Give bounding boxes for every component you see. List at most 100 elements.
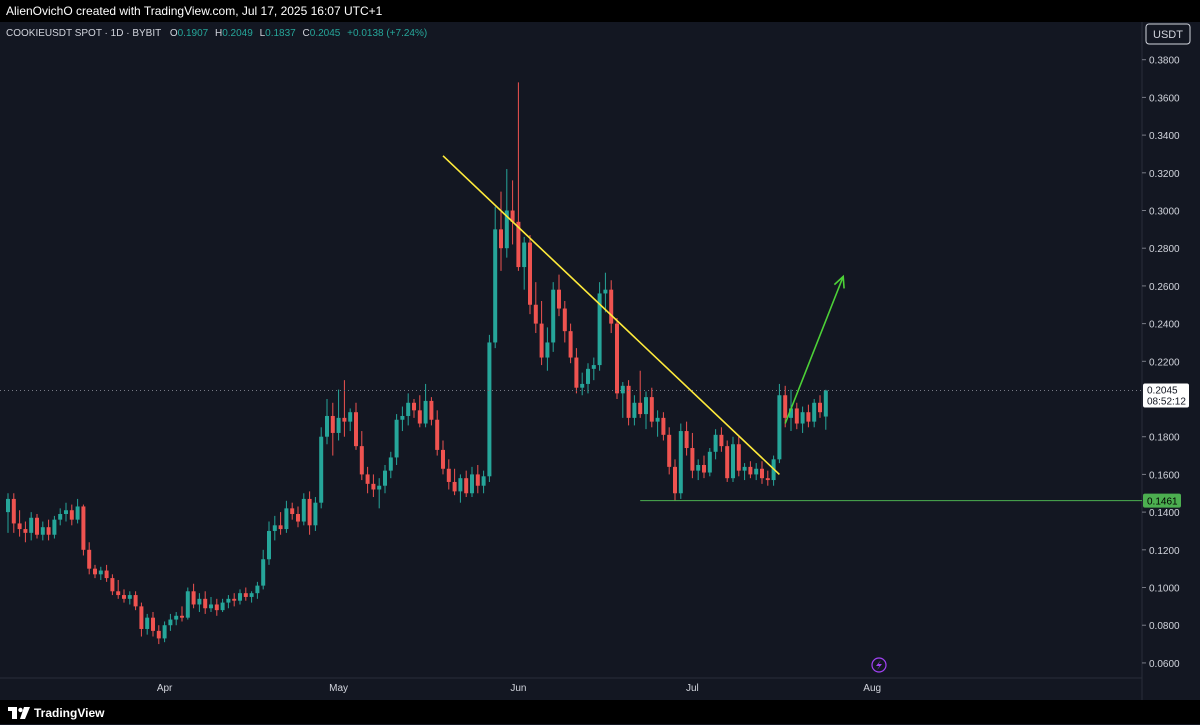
candle-body bbox=[580, 383, 585, 388]
candle bbox=[197, 593, 202, 613]
attribution-text: AlienOvichO created with TradingView.com… bbox=[6, 4, 383, 18]
candle bbox=[162, 621, 167, 643]
candle-body bbox=[446, 468, 451, 482]
candle bbox=[748, 461, 753, 479]
candle-body bbox=[110, 578, 115, 592]
candle-body bbox=[539, 323, 544, 358]
candle-body bbox=[516, 221, 521, 268]
candle bbox=[40, 521, 45, 541]
candle-body bbox=[615, 323, 619, 394]
candle bbox=[243, 587, 248, 601]
last-price-value: 0.2045 bbox=[1147, 386, 1178, 397]
candle-body bbox=[284, 508, 289, 530]
candle bbox=[400, 406, 405, 432]
candle bbox=[551, 282, 556, 352]
candle-body bbox=[336, 417, 341, 433]
price-tick-label: 0.1800 bbox=[1149, 433, 1180, 444]
candle-body bbox=[655, 417, 660, 422]
price-tick-label: 0.0800 bbox=[1149, 621, 1180, 632]
candle-body bbox=[487, 342, 492, 477]
candle bbox=[104, 564, 109, 582]
candle-body bbox=[504, 210, 509, 249]
candle-body bbox=[667, 434, 672, 467]
time-tick-label: Apr bbox=[157, 683, 173, 694]
candle-body bbox=[81, 506, 86, 550]
legend-o-label: O bbox=[170, 28, 178, 39]
candle-body bbox=[661, 417, 666, 435]
candle-body bbox=[481, 476, 486, 486]
candle-body bbox=[429, 400, 434, 420]
candle bbox=[348, 408, 353, 432]
candle bbox=[441, 440, 445, 475]
candle bbox=[58, 508, 63, 526]
candle-body bbox=[684, 431, 689, 449]
candle-body bbox=[325, 415, 329, 437]
time-axis[interactable]: Apr May Jun Jul Aug bbox=[157, 683, 881, 694]
candle bbox=[255, 581, 260, 599]
price-tick-label: 0.3600 bbox=[1149, 93, 1180, 104]
candle-body bbox=[87, 549, 92, 569]
candle bbox=[609, 280, 614, 334]
candle-body bbox=[139, 606, 144, 629]
lightning-icon[interactable] bbox=[871, 657, 887, 673]
candle bbox=[151, 612, 155, 637]
candle-body bbox=[551, 289, 556, 343]
candle bbox=[800, 406, 805, 433]
candle-body bbox=[777, 395, 782, 460]
candle bbox=[702, 455, 706, 479]
candle-body bbox=[400, 415, 405, 420]
candle-body bbox=[591, 365, 596, 369]
candle-body bbox=[626, 385, 631, 418]
candle bbox=[296, 506, 300, 528]
candle bbox=[539, 300, 544, 366]
candle bbox=[684, 421, 689, 456]
candle bbox=[707, 448, 712, 477]
candle bbox=[481, 470, 486, 494]
candle bbox=[794, 402, 799, 430]
candle bbox=[238, 589, 242, 605]
candle bbox=[35, 514, 39, 539]
candle bbox=[272, 515, 277, 541]
candle-body bbox=[812, 402, 817, 422]
last-price-box bbox=[1143, 383, 1189, 408]
candle bbox=[87, 542, 92, 575]
candle-body bbox=[620, 385, 625, 394]
candle bbox=[446, 459, 451, 490]
time-tick-label: Jul bbox=[686, 683, 699, 694]
candle-body bbox=[249, 593, 254, 597]
candle-body bbox=[545, 342, 550, 358]
candle bbox=[696, 459, 701, 481]
tradingview-logo-icon[interactable] bbox=[8, 706, 30, 719]
candle bbox=[417, 395, 422, 428]
candle-body bbox=[261, 559, 266, 586]
footer-brand[interactable]: TradingView bbox=[34, 705, 105, 720]
candle-body bbox=[226, 598, 231, 603]
price-axis[interactable]: 0.3800 0.3600 0.3400 0.3200 0.3000 0.2800 0.26… bbox=[1142, 56, 1180, 670]
candle bbox=[615, 317, 619, 400]
candle bbox=[133, 591, 138, 611]
candle bbox=[69, 504, 74, 526]
price-tick-label: 0.1600 bbox=[1149, 470, 1180, 481]
candle-body bbox=[220, 602, 225, 611]
candle bbox=[678, 423, 683, 499]
time-tick-label: May bbox=[329, 683, 348, 694]
candle bbox=[313, 497, 318, 531]
currency-button[interactable]: USDT bbox=[1145, 23, 1191, 45]
candle-body bbox=[64, 510, 68, 514]
projection-arrow bbox=[784, 274, 845, 424]
candle-body bbox=[388, 457, 393, 471]
candle-body bbox=[794, 408, 799, 424]
candle bbox=[528, 235, 532, 315]
candle-body bbox=[533, 304, 538, 324]
candle-body bbox=[742, 466, 747, 471]
candle bbox=[23, 521, 28, 543]
candle-body bbox=[23, 529, 28, 533]
candle bbox=[290, 502, 295, 520]
candle-body bbox=[133, 595, 138, 607]
candle bbox=[632, 395, 637, 426]
attribution-bar: AlienOvichO created with TradingView.com… bbox=[0, 0, 1200, 22]
candle-body bbox=[214, 604, 219, 611]
